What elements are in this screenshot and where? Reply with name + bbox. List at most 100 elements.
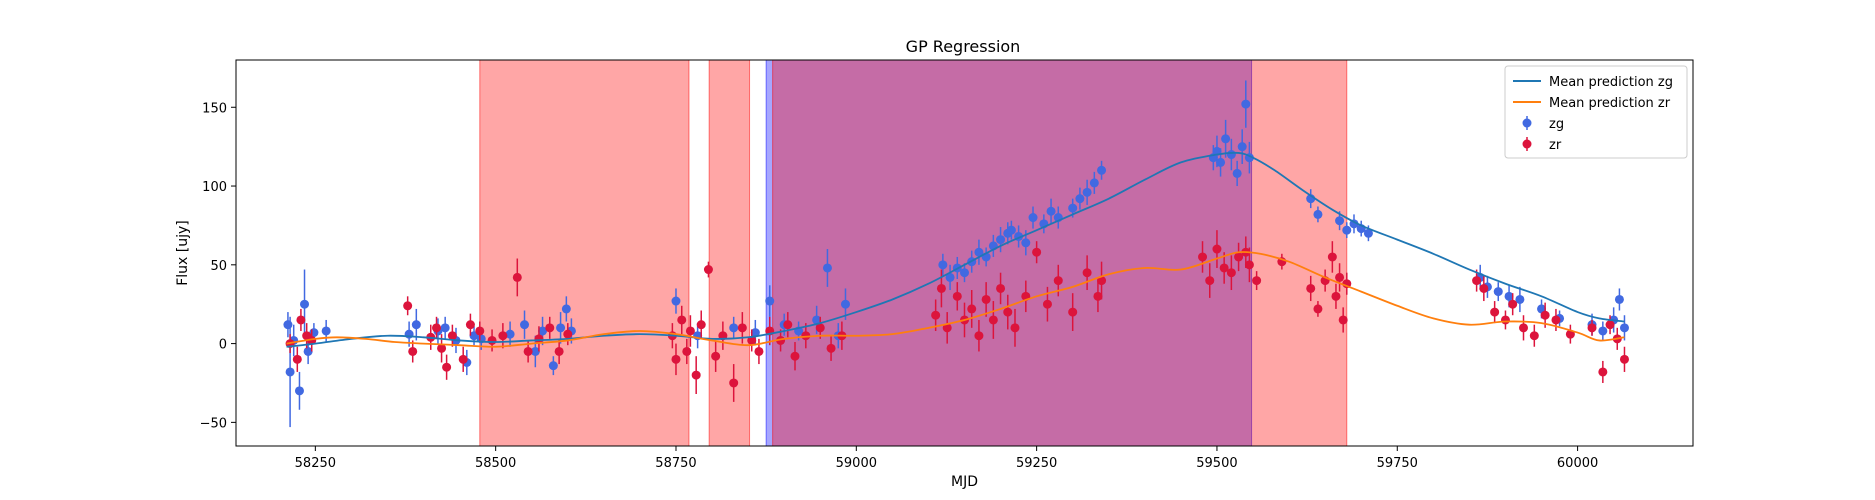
data-point bbox=[696, 320, 706, 330]
data-point bbox=[1082, 268, 1092, 278]
data-point bbox=[685, 326, 695, 336]
data-point bbox=[1226, 268, 1236, 278]
data-point bbox=[783, 320, 793, 330]
data-point bbox=[1313, 304, 1323, 314]
plot-frame bbox=[235, 59, 1694, 447]
data-point bbox=[1493, 287, 1503, 297]
data-point bbox=[1093, 291, 1103, 301]
shaded-region-2 bbox=[708, 59, 751, 447]
data-point bbox=[1053, 276, 1063, 286]
data-point bbox=[1006, 225, 1016, 235]
data-point bbox=[520, 320, 530, 330]
data-point bbox=[1241, 99, 1251, 109]
data-point bbox=[296, 315, 306, 325]
data-point bbox=[283, 320, 293, 330]
data-point bbox=[303, 346, 313, 356]
x-tick-label: 59500 bbox=[1196, 456, 1237, 471]
data-point bbox=[1234, 252, 1244, 262]
data-point bbox=[1529, 331, 1539, 341]
data-point bbox=[523, 346, 533, 356]
shaded-region-1 bbox=[479, 59, 690, 447]
y-tick-label: 150 bbox=[202, 101, 227, 116]
data-point bbox=[1363, 228, 1373, 238]
data-point bbox=[530, 346, 540, 356]
data-point bbox=[1028, 213, 1038, 223]
data-point bbox=[737, 323, 747, 333]
data-point bbox=[1490, 307, 1500, 317]
legend-box bbox=[1504, 65, 1688, 159]
data-point bbox=[1313, 209, 1323, 219]
data-point bbox=[538, 326, 548, 336]
data-point bbox=[563, 329, 573, 339]
data-point bbox=[1212, 244, 1222, 254]
data-point bbox=[285, 367, 295, 377]
data-point bbox=[1237, 142, 1247, 152]
y-tick-label: 50 bbox=[210, 259, 227, 274]
chart-title: GP Regression bbox=[906, 37, 1021, 56]
data-point bbox=[812, 315, 822, 325]
data-point bbox=[1042, 299, 1052, 309]
data-point bbox=[1540, 310, 1550, 320]
series-zr bbox=[285, 230, 1629, 402]
prediction-lines bbox=[286, 151, 1625, 348]
data-point bbox=[1335, 272, 1345, 282]
data-point bbox=[1598, 367, 1608, 377]
data-point bbox=[1500, 315, 1510, 325]
data-point bbox=[1598, 326, 1608, 336]
data-point bbox=[750, 328, 760, 338]
data-point bbox=[931, 310, 941, 320]
legend-item: Mean prediction zr bbox=[1513, 96, 1671, 111]
legend: Mean prediction zg Mean prediction zr zg zr bbox=[1504, 65, 1688, 159]
data-point bbox=[840, 299, 850, 309]
data-point bbox=[936, 283, 946, 293]
data-point bbox=[408, 346, 418, 356]
legend-label: zg bbox=[1549, 117, 1564, 132]
x-tick-label: 60000 bbox=[1557, 456, 1598, 471]
data-point bbox=[1205, 276, 1215, 286]
data-point bbox=[1515, 294, 1525, 304]
data-point bbox=[826, 343, 836, 353]
data-point bbox=[1619, 323, 1629, 333]
shaded-region-0 bbox=[765, 59, 1253, 447]
data-point bbox=[691, 370, 701, 380]
data-point bbox=[1082, 187, 1092, 197]
data-point bbox=[1226, 150, 1236, 160]
data-point bbox=[292, 354, 302, 364]
data-point bbox=[1097, 165, 1107, 175]
data-point bbox=[321, 326, 331, 336]
data-point bbox=[1032, 247, 1042, 257]
y-axis: −50 0 50 100 150 bbox=[200, 101, 236, 431]
data-point bbox=[996, 235, 1006, 245]
data-point bbox=[440, 323, 450, 333]
data-point bbox=[475, 326, 485, 336]
data-point bbox=[981, 294, 991, 304]
data-point bbox=[1046, 206, 1056, 216]
data-point bbox=[1342, 225, 1352, 235]
x-axis-label: MJD bbox=[951, 474, 978, 490]
line-Mean prediction zg bbox=[286, 151, 1625, 348]
x-axis: 58250 58500 58750 59000 59250 59500 59750 60000 bbox=[295, 446, 1598, 471]
data-point bbox=[294, 386, 304, 396]
data-point bbox=[447, 331, 457, 341]
legend-item: zg bbox=[1522, 116, 1564, 132]
data-point bbox=[1619, 354, 1629, 364]
data-point bbox=[703, 265, 713, 275]
data-point bbox=[1219, 263, 1229, 273]
legend-marker-swatch bbox=[1522, 139, 1532, 149]
data-point bbox=[512, 272, 522, 282]
data-point bbox=[498, 331, 508, 341]
data-point bbox=[942, 323, 952, 333]
data-point bbox=[1508, 299, 1518, 309]
data-point bbox=[1335, 216, 1345, 226]
data-point bbox=[1097, 276, 1107, 286]
plot-area bbox=[235, 59, 1694, 447]
data-point bbox=[1504, 291, 1514, 301]
data-point bbox=[754, 346, 764, 356]
data-point bbox=[1075, 194, 1085, 204]
data-point bbox=[952, 291, 962, 301]
data-point bbox=[682, 346, 692, 356]
data-point bbox=[1089, 178, 1099, 188]
data-point bbox=[1003, 307, 1013, 317]
data-point bbox=[1551, 315, 1561, 325]
